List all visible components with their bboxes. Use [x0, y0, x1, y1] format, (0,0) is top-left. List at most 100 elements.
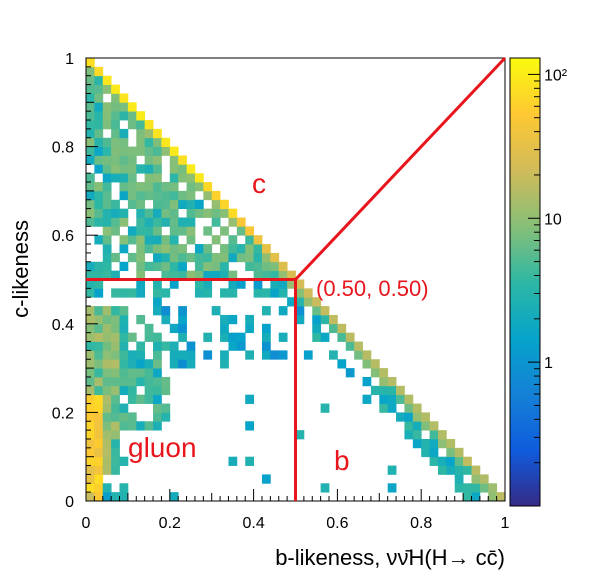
heatmap-cell [421, 447, 430, 458]
heatmap-cell [153, 128, 162, 139]
heatmap-cell [94, 483, 104, 493]
heatmap-cell [178, 332, 187, 342]
heatmap-cell [119, 332, 129, 342]
heatmap-cell [169, 226, 179, 236]
heatmap-cell [446, 447, 456, 458]
heatmap-cell [379, 385, 389, 396]
heatmap-cell [178, 226, 187, 236]
heatmap-cell [454, 447, 464, 458]
heatmap-cell [278, 270, 288, 280]
heatmap-cell [111, 421, 120, 431]
heatmap-cell [153, 190, 162, 201]
heatmap-cell [379, 403, 389, 413]
heatmap-cell [178, 306, 187, 316]
heatmap-cell [127, 146, 137, 156]
heatmap-cell [86, 173, 95, 183]
heatmap-cell [186, 350, 196, 360]
heatmap-cell [186, 270, 196, 280]
heatmap-cell [111, 252, 120, 263]
heatmap-cell [119, 261, 129, 272]
heatmap-cell [278, 261, 288, 272]
heatmap-cell [102, 368, 112, 378]
heatmap-cell [102, 120, 112, 130]
heatmap-cell [178, 199, 187, 210]
heatmap-cell [94, 447, 104, 458]
heatmap-cell [194, 199, 204, 210]
heatmap-cell [387, 483, 397, 493]
heatmap-cell [287, 270, 296, 280]
heatmap-cell [312, 332, 322, 342]
heatmap-cell [102, 226, 112, 236]
heatmap-cell [102, 306, 112, 316]
heatmap-cell [454, 456, 464, 466]
heatmap-cell [345, 332, 355, 342]
heatmap-cell [127, 199, 137, 210]
heatmap-cell [303, 350, 313, 360]
colorbar-tick-label: 10 [544, 211, 562, 228]
heatmap-cell [169, 244, 179, 254]
heatmap-cell [86, 412, 95, 422]
heatmap-cell [463, 465, 472, 475]
heatmap-cell [86, 430, 95, 440]
heatmap-cell [86, 376, 95, 387]
heatmap-cell [144, 226, 154, 236]
heatmap-cell [86, 385, 95, 396]
heatmap-cell [136, 111, 146, 121]
y-tick-labels: 0 0.2 0.4 0.6 0.8 1 [52, 51, 74, 511]
heatmap-cell [153, 394, 162, 404]
heatmap-cell [261, 323, 271, 334]
heatmap-cell [496, 492, 506, 502]
heatmap-cell [396, 385, 405, 396]
heatmap-cell [153, 359, 162, 369]
heatmap-cell [178, 270, 187, 280]
heatmap-cell [86, 137, 95, 147]
heatmap-cell [387, 465, 397, 475]
heatmap-cell [161, 261, 171, 272]
heatmap-cell [161, 252, 171, 263]
heatmap-cell [471, 492, 481, 502]
region-label-c: c [252, 168, 266, 199]
heatmap-cell [136, 421, 146, 431]
heatmap-cell [446, 456, 456, 466]
heatmap-cell [136, 270, 146, 280]
heatmap-cell [102, 137, 112, 147]
heatmap-cell [144, 323, 154, 334]
heatmap-cell [236, 226, 246, 236]
heatmap-cell [119, 244, 129, 254]
heatmap-cells [86, 58, 506, 502]
heatmap-cell [429, 421, 439, 431]
heatmap-cell [94, 288, 104, 298]
heatmap-cell [127, 288, 137, 298]
heatmap-cell [153, 376, 162, 387]
heatmap-cell [412, 421, 422, 431]
heatmap-cell [295, 288, 305, 298]
heatmap-cell [111, 173, 120, 183]
heatmap-cell [94, 66, 104, 77]
heatmap-cell [178, 350, 187, 360]
heatmap-cell [479, 483, 489, 493]
heatmap-cell [186, 235, 196, 245]
heatmap-cell [86, 190, 95, 201]
heatmap-cell [287, 279, 296, 289]
heatmap-cell [94, 359, 104, 369]
heatmap-cell [463, 483, 472, 493]
heatmap-cell [102, 252, 112, 263]
heatmap-cell [404, 412, 414, 422]
heatmap-cell [454, 474, 464, 484]
heatmap-cell [345, 341, 355, 351]
heatmap-cell [111, 368, 120, 378]
heatmap-cell [86, 447, 95, 458]
heatmap-cell [303, 297, 313, 307]
heatmap-cell [278, 350, 288, 360]
heatmap-cell [253, 261, 263, 272]
heatmap-cell [86, 146, 95, 156]
heatmap-cell [102, 261, 112, 272]
heatmap-cell [169, 350, 179, 360]
heatmap-cell [178, 314, 187, 325]
heatmap-cell [144, 421, 154, 431]
heatmap-cell [245, 252, 254, 263]
heatmap-cell [186, 199, 196, 210]
heatmap-cell [261, 306, 271, 316]
heatmap-cell [94, 465, 104, 475]
heatmap-cell [194, 182, 204, 192]
